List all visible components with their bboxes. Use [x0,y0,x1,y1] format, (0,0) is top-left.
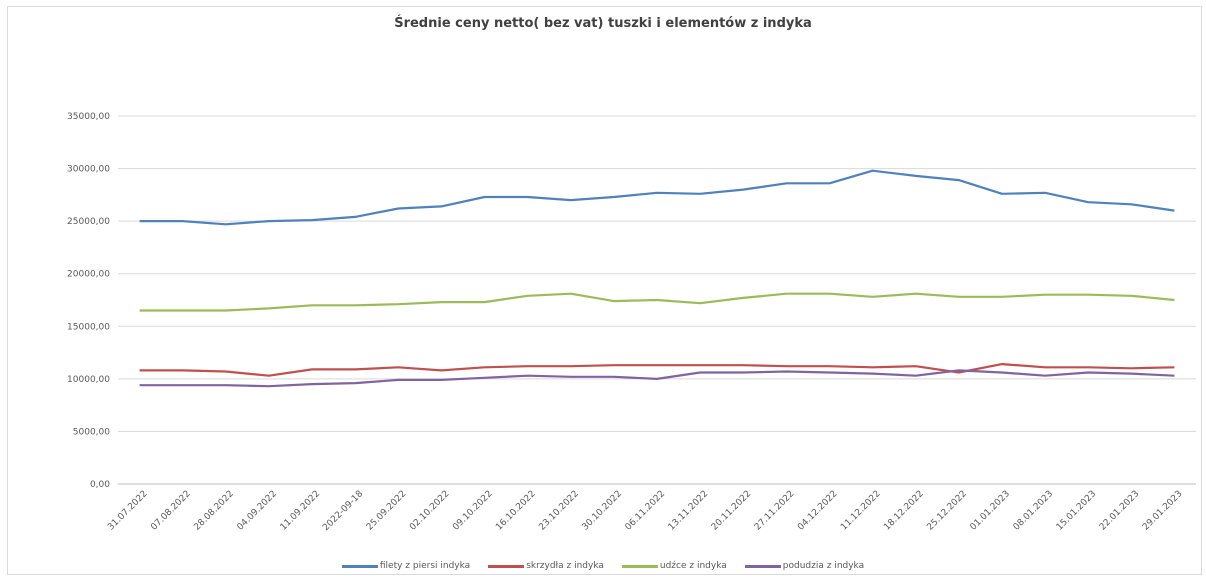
x-tick-label: 07.08.2022 [149,489,193,533]
x-tick-label: 02.10.2022 [408,489,452,533]
x-tick-label: 11.09.2022 [279,489,323,533]
x-tick-label: 13.11.2022 [667,489,711,533]
series-lines [139,169,1175,388]
legend-item: podudzia z indyka [744,561,865,571]
x-tick-label: 04.09.2022 [236,489,280,533]
legend-swatch [488,564,525,568]
x-tick-label: 15.01.2023 [1055,489,1099,533]
legend-label: filety z piersi indyka [379,561,471,571]
x-tick-label: 29.01.2023 [1141,489,1185,533]
x-tick-label: 16.10.2022 [494,489,538,533]
series-line [139,369,1175,388]
x-tick-label: 11.12.2022 [839,489,883,533]
legend-label: udźce z indyka [659,561,727,571]
y-tick-labels: 0,00 5000,00 10000,00 15000,00 20000,00 25000… [67,112,110,490]
x-tick-label: 25.12.2022 [925,489,969,533]
y-tick-label: 25000,00 [67,217,110,227]
legend-label: podudzia z indyka [782,561,865,571]
x-tick-label: 04.12.2022 [796,489,840,533]
legend-swatch [744,564,781,568]
x-tick-label: 27.11.2022 [753,489,797,533]
x-tick-label: 08.01.2023 [1012,489,1056,533]
x-tick-label: 23.10.2022 [537,489,581,533]
y-tick-label: 0,00 [90,480,110,490]
legend-item: filety z piersi indyka [341,561,471,571]
x-tick-labels: 31.07.2022 07.08.2022 28.08.2022 04.09.2022… [106,489,1184,533]
legend-label: skrzydła z indyka [526,561,604,571]
legend-item: skrzydła z indyka [488,561,604,571]
legend-item: udźce z indyka [621,561,727,571]
y-tick-label: 5000,00 [73,427,110,437]
x-tick-label: 09.10.2022 [451,489,495,533]
x-tick-label: 28.08.2022 [192,489,236,533]
x-tick-label: 18.12.2022 [882,489,926,533]
chart-frame [7,6,1202,575]
y-tick-label: 10000,00 [67,375,110,385]
series-line [139,169,1175,226]
x-tick-label: 01.01.2023 [969,489,1013,533]
y-tick-label: 20000,00 [67,270,110,280]
series-line [139,363,1175,377]
x-tick-label: 25.09.2022 [365,489,409,533]
x-tick-label: 2022-09-18 [321,489,365,533]
legend-swatch [621,564,658,568]
x-tick-label: 22.01.2023 [1098,489,1142,533]
y-tick-label: 35000,00 [67,112,110,122]
x-tick-label: 06.11.2022 [624,489,668,533]
y-tick-label: 15000,00 [67,322,110,332]
chart-title: Średnie ceny netto( bez vat) tuszki i el… [394,16,812,31]
legend-swatch [341,564,378,568]
series-line [139,292,1175,312]
legend: filety z piersi indyka skrzydła z indyka u… [0,561,1206,571]
x-tick-label: 31.07.2022 [106,489,150,533]
x-tick-label: 30.10.2022 [580,489,624,533]
y-tick-label: 30000,00 [67,165,110,175]
x-tick-label: 20.11.2022 [710,489,754,533]
